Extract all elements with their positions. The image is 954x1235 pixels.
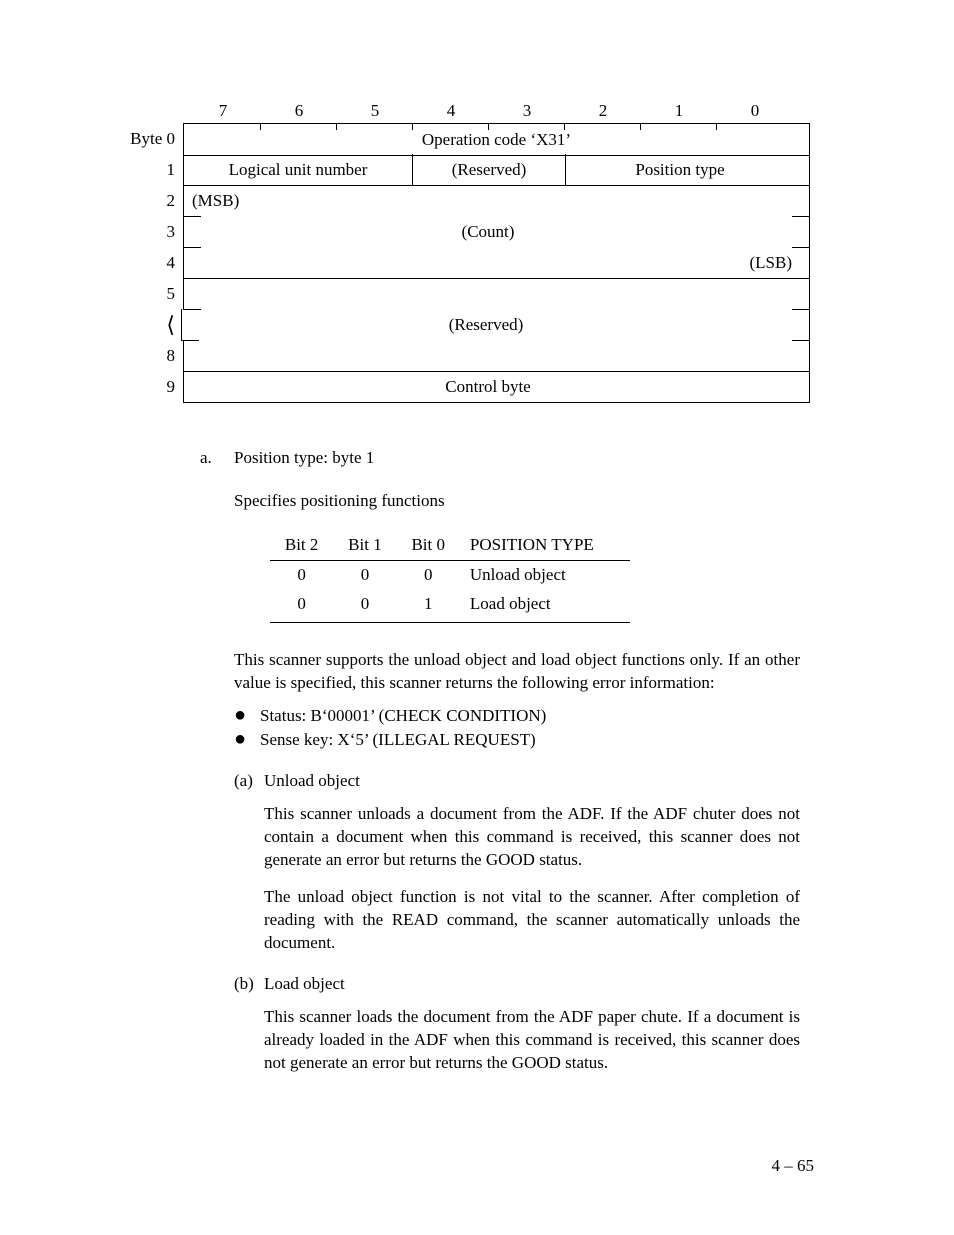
bit-col: 2: [565, 100, 641, 123]
paragraph: This scanner unloads a document from the…: [264, 803, 800, 872]
ptable-header: Bit 0: [397, 531, 460, 560]
cdb-table: 7 6 5 4 3 2 1 0 Byte 0 Operation code ‘X…: [120, 100, 810, 402]
row-label: 8: [120, 340, 183, 371]
bullet-icon: ●: [234, 729, 260, 752]
error-bullets: ●Status: B‘00001’ (CHECK CONDITION) ●Sen…: [234, 705, 800, 753]
position-type-cell: Position type: [565, 154, 794, 185]
section-title: Position type: byte 1: [234, 447, 800, 470]
ptable-cell: 0: [333, 590, 396, 622]
ptable-header: Bit 1: [333, 531, 396, 560]
row-ellipsis: ⟨: [120, 309, 181, 340]
section-mark: a.: [200, 447, 234, 470]
sub-mark: (a): [234, 770, 264, 793]
ptable-cell: 0: [397, 560, 460, 589]
bit-col: 5: [337, 100, 413, 123]
control-byte: Control byte: [184, 371, 792, 402]
ptable-cell: 0: [333, 560, 396, 589]
opcode: Operation code ‘X31’: [184, 124, 809, 155]
bit-col: 4: [413, 100, 489, 123]
bit-col: 1: [641, 100, 717, 123]
reserved-block: (Reserved): [182, 309, 790, 340]
row-label: 9: [120, 371, 183, 402]
row-label: 4: [120, 247, 183, 278]
ptable-cell: 0: [270, 560, 333, 589]
subsection-a: (a) Unload object This scanner unloads a…: [234, 770, 800, 955]
bit-header: 7 6 5 4 3 2 1 0: [185, 100, 810, 123]
sub-title: Load object: [264, 973, 345, 996]
content: a. Position type: byte 1 Specifies posit…: [200, 447, 800, 1075]
row-label: 2: [120, 185, 183, 216]
row-label: 3: [120, 216, 183, 247]
bit-col: 7: [185, 100, 261, 123]
section-subtitle: Specifies positioning functions: [234, 490, 800, 513]
sub-mark: (b): [234, 973, 264, 996]
sub-title: Unload object: [264, 770, 360, 793]
ptable-header: POSITION TYPE: [460, 531, 630, 560]
paragraph: The unload object function is not vital …: [264, 886, 800, 955]
bit-col: 3: [489, 100, 565, 123]
ptable-cell: 1: [397, 590, 460, 622]
bullet-icon: ●: [234, 705, 260, 728]
row-label: 1: [120, 154, 183, 185]
ptable-cell: Unload object: [460, 560, 630, 589]
bullet-text: Status: B‘00001’ (CHECK CONDITION): [260, 705, 546, 728]
row-label: Byte 0: [120, 123, 183, 154]
page-body: 7 6 5 4 3 2 1 0 Byte 0 Operation code ‘X…: [130, 100, 820, 1075]
paragraph: This scanner loads the document from the…: [264, 1006, 800, 1075]
section-a-heading: a. Position type: byte 1: [200, 447, 800, 470]
bullet-text: Sense key: X‘5’ (ILLEGAL REQUEST): [260, 729, 536, 752]
ptable-header: Bit 2: [270, 531, 333, 560]
reserved-cell: (Reserved): [412, 154, 565, 185]
lun-cell: Logical unit number: [184, 154, 412, 185]
lsb-label: (LSB): [184, 247, 800, 278]
ptable-cell: 0: [270, 590, 333, 622]
msb-label: (MSB): [184, 185, 800, 216]
count-label: (Count): [184, 216, 792, 247]
bit-col: 0: [717, 100, 793, 123]
ptable-cell: Load object: [460, 590, 630, 622]
position-type-table: Bit 2 Bit 1 Bit 0 POSITION TYPE 0 0 0 Un…: [270, 531, 630, 622]
page-number: 4 – 65: [772, 1155, 815, 1178]
subsection-b: (b) Load object This scanner loads the d…: [234, 973, 800, 1075]
paragraph: This scanner supports the unload object …: [234, 649, 800, 695]
row-label: 5: [120, 278, 183, 309]
bit-col: 6: [261, 100, 337, 123]
